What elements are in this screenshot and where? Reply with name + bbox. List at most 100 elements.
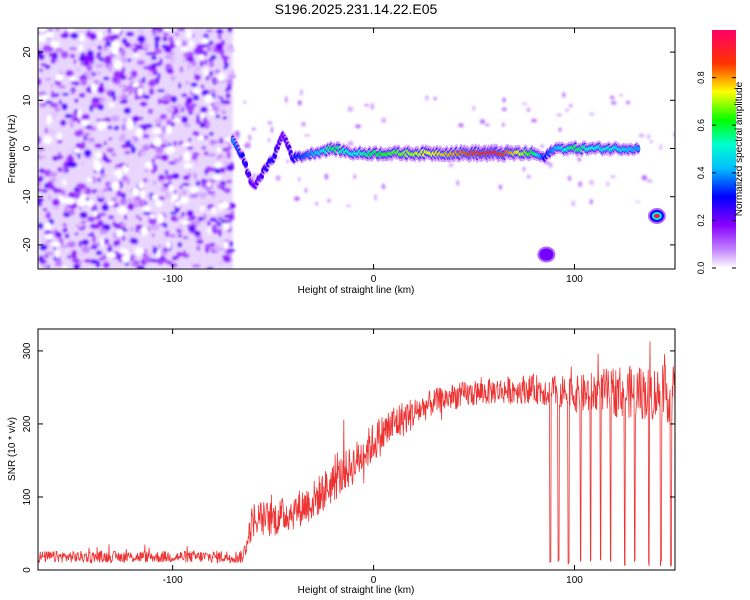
noise-blob xyxy=(152,258,159,263)
noise-blob xyxy=(214,168,222,174)
trace-cell xyxy=(635,147,641,151)
noise-blob xyxy=(125,31,135,37)
faint-speckle xyxy=(327,198,331,203)
snr-y-label: SNR (10 * v/v) xyxy=(7,417,18,481)
noise-blob xyxy=(87,216,96,223)
noise-blob xyxy=(195,117,201,125)
noise-blob xyxy=(156,89,166,93)
noise-blob xyxy=(91,234,96,243)
noise-gap xyxy=(140,226,148,236)
noise-blob xyxy=(170,95,178,103)
noise-blob xyxy=(170,121,175,127)
noise-blob xyxy=(50,177,57,183)
faint-speckle xyxy=(275,175,281,181)
noise-blob xyxy=(95,260,101,268)
noise-gap xyxy=(204,94,214,104)
noise-blob xyxy=(189,228,195,234)
noise-blob xyxy=(87,50,94,56)
noise-blob xyxy=(109,187,113,192)
spectrogram-x-tick-label: -100 xyxy=(163,274,183,285)
noise-gap xyxy=(93,210,98,217)
faint-speckle xyxy=(285,159,290,163)
noise-blob xyxy=(168,180,172,185)
noise-blob xyxy=(182,235,189,240)
noise-gap xyxy=(44,233,54,240)
noise-blob xyxy=(186,209,194,217)
snr-x-tick-label: 0 xyxy=(371,575,377,586)
noise-blob xyxy=(200,84,205,89)
faint-speckle xyxy=(472,105,476,111)
noise-blob xyxy=(158,196,165,201)
snr-y-tick-label: 200 xyxy=(22,415,33,432)
noise-blob xyxy=(190,215,197,219)
noise-gap xyxy=(155,199,163,208)
faint-speckle xyxy=(347,141,354,147)
faint-speckle xyxy=(501,107,507,112)
noise-blob xyxy=(150,55,157,61)
noise-blob xyxy=(50,111,58,120)
noise-blob xyxy=(49,171,58,178)
noise-blob xyxy=(194,158,199,165)
noise-blob xyxy=(142,178,148,183)
noise-gap xyxy=(115,169,123,179)
noise-blob xyxy=(95,71,102,76)
noise-gap xyxy=(180,46,190,52)
snr-x-label: Height of straight line (km) xyxy=(298,585,415,596)
noise-blob xyxy=(123,214,128,220)
noise-blob xyxy=(130,145,136,154)
noise-blob xyxy=(164,169,168,176)
noise-blob xyxy=(223,187,231,194)
noise-blob xyxy=(120,143,130,149)
spectrogram-y-label: Frequency (Hz) xyxy=(7,115,18,184)
noise-blob xyxy=(45,211,52,220)
noise-blob xyxy=(201,146,207,150)
noise-blob xyxy=(166,106,175,113)
snr-x-tick-label: -100 xyxy=(163,575,183,586)
noise-blob xyxy=(45,100,53,104)
noise-blob xyxy=(49,102,59,108)
colorbar-tick-label: 0.6 xyxy=(696,119,706,132)
snr-x-tick-label: 100 xyxy=(566,575,583,586)
faint-speckle xyxy=(347,106,354,113)
noise-blob xyxy=(87,233,94,237)
noise-blob xyxy=(114,125,120,130)
noise-gap xyxy=(156,249,161,259)
noise-blob xyxy=(225,92,231,99)
noise-blob xyxy=(51,94,59,98)
noise-blob xyxy=(94,143,103,149)
noise-blob xyxy=(180,115,189,124)
noise-blob xyxy=(217,222,222,227)
noise-blob xyxy=(139,101,147,107)
noise-blob xyxy=(229,69,235,76)
noise-blob xyxy=(156,256,165,265)
noise-blob xyxy=(217,34,222,40)
snr-y-tick-label: 100 xyxy=(22,488,33,505)
noise-blob xyxy=(219,156,226,162)
noise-gap xyxy=(200,204,205,212)
noise-blob xyxy=(48,183,55,191)
noise-gap xyxy=(132,52,140,58)
noise-gap xyxy=(181,142,191,147)
noise-blob xyxy=(173,32,180,37)
noise-blob xyxy=(153,164,158,172)
noise-gap xyxy=(106,252,117,259)
faint-speckle xyxy=(502,122,505,127)
noise-gap xyxy=(214,161,223,169)
noise-blob xyxy=(209,217,217,222)
noise-blob xyxy=(81,141,86,150)
noise-blob xyxy=(101,204,110,212)
noise-blob xyxy=(158,244,162,249)
noise-blob xyxy=(154,40,159,48)
noise-blob xyxy=(128,77,132,81)
noise-blob xyxy=(164,139,170,146)
noise-blob xyxy=(86,140,96,144)
noise-gap xyxy=(207,181,212,188)
noise-gap xyxy=(208,110,216,116)
faint-speckle xyxy=(625,100,631,105)
faint-speckle xyxy=(522,166,526,172)
faint-speckle xyxy=(638,133,645,138)
noise-blob xyxy=(195,180,201,187)
noise-gap xyxy=(223,240,228,250)
noise-blob xyxy=(171,114,175,120)
